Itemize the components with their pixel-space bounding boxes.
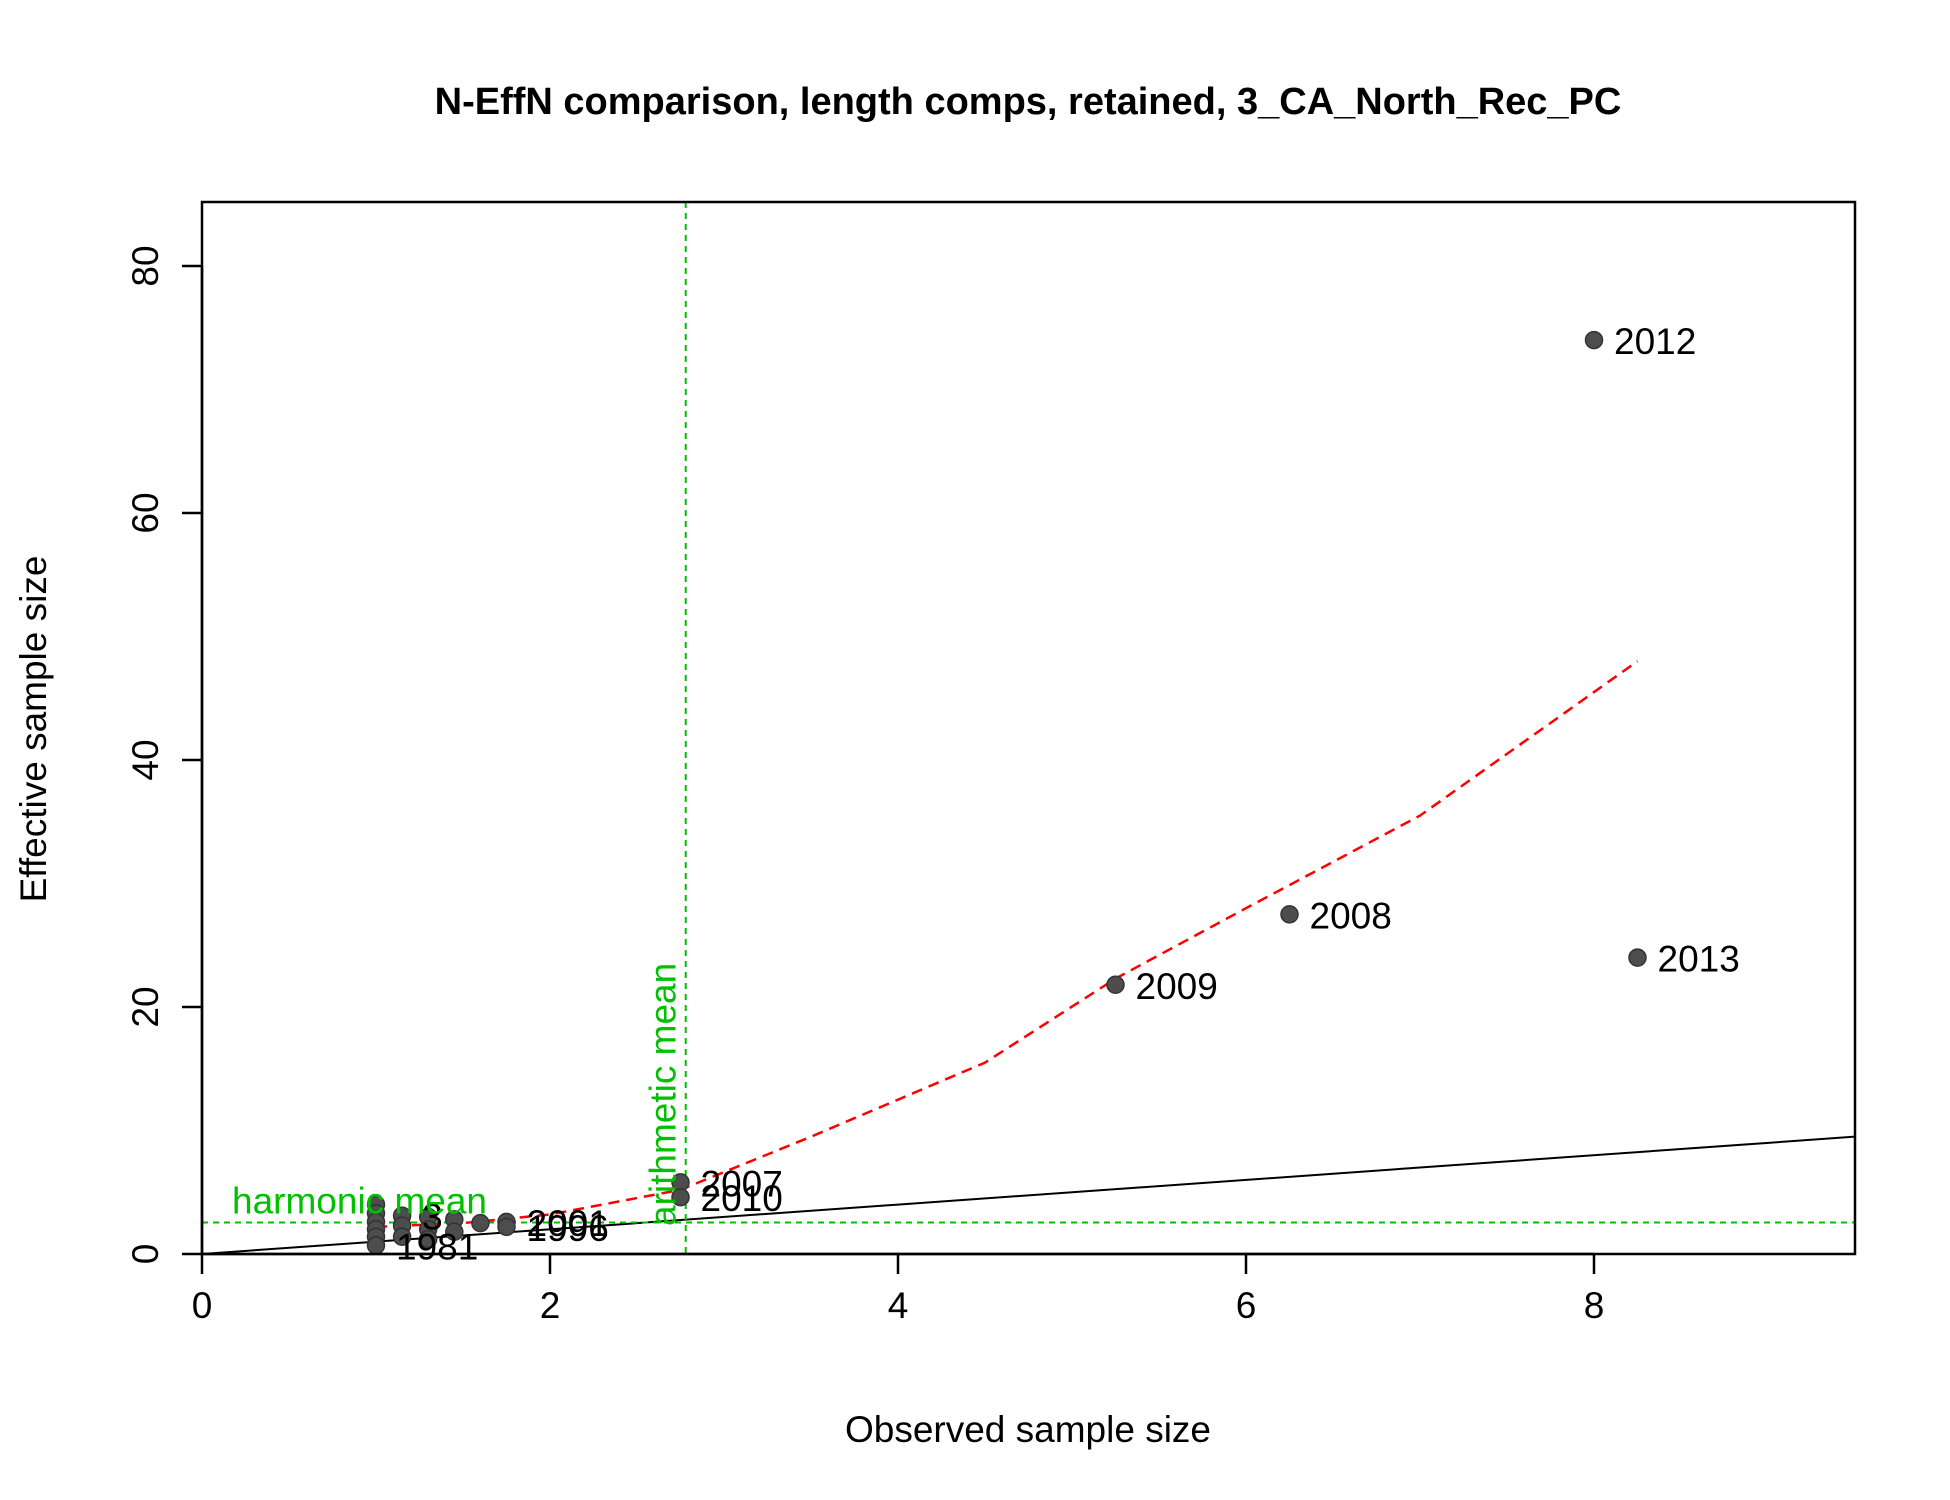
chart-title: N-EffN comparison, length comps, retaine… bbox=[435, 81, 1622, 123]
x-tick-label: 8 bbox=[1584, 1285, 1605, 1326]
point-label: 1996 bbox=[527, 1208, 609, 1249]
y-tick-label: 20 bbox=[125, 986, 166, 1027]
data-point bbox=[1628, 948, 1647, 967]
data-point bbox=[1280, 905, 1299, 924]
y-tick-label: 60 bbox=[125, 492, 166, 533]
data-point bbox=[392, 1227, 412, 1246]
point-label: 2001 bbox=[527, 1203, 609, 1244]
point-label: 2013 bbox=[1658, 939, 1740, 980]
one-to-one-line bbox=[202, 1135, 1855, 1254]
point-label: 2012 bbox=[1614, 321, 1696, 362]
x-tick-label: 6 bbox=[1236, 1285, 1257, 1326]
point-label: 2010 bbox=[701, 1178, 783, 1219]
data-point bbox=[471, 1213, 490, 1233]
y-tick-label: 0 bbox=[125, 1244, 166, 1265]
point-label: 1981 bbox=[396, 1226, 478, 1267]
x-tick-label: 4 bbox=[888, 1285, 909, 1326]
plot-frame bbox=[200, 200, 1857, 1256]
loess-line bbox=[375, 660, 1639, 1229]
x-tick-label: 2 bbox=[540, 1285, 561, 1326]
x-tick-label: 0 bbox=[192, 1285, 213, 1326]
x-axis-title: Observed sample size bbox=[845, 1409, 1211, 1450]
y-axis: 0 20 40 60 80 bbox=[125, 245, 204, 1265]
point-label: 3 bbox=[422, 1197, 443, 1238]
harmonic-mean-label: harmonic mean bbox=[232, 1181, 487, 1222]
point-label: 2008 bbox=[1310, 895, 1392, 936]
data-point bbox=[366, 1236, 386, 1254]
data-point bbox=[445, 1222, 464, 1242]
point-label: 2007 bbox=[701, 1163, 783, 1204]
data-point bbox=[1584, 330, 1604, 350]
x-axis: 0 2 4 6 8 bbox=[192, 1252, 1605, 1326]
data-point bbox=[497, 1217, 516, 1237]
data-point bbox=[1106, 975, 1125, 995]
arithmetic-mean-label: arithmetic mean bbox=[643, 963, 684, 1226]
y-tick-label: 40 bbox=[125, 739, 166, 780]
data-point bbox=[418, 1229, 438, 1249]
point-label: 2009 bbox=[1136, 966, 1218, 1007]
y-tick-label: 80 bbox=[125, 245, 166, 286]
data-point bbox=[671, 1187, 690, 1207]
y-axis-title: Effective sample size bbox=[13, 556, 54, 903]
